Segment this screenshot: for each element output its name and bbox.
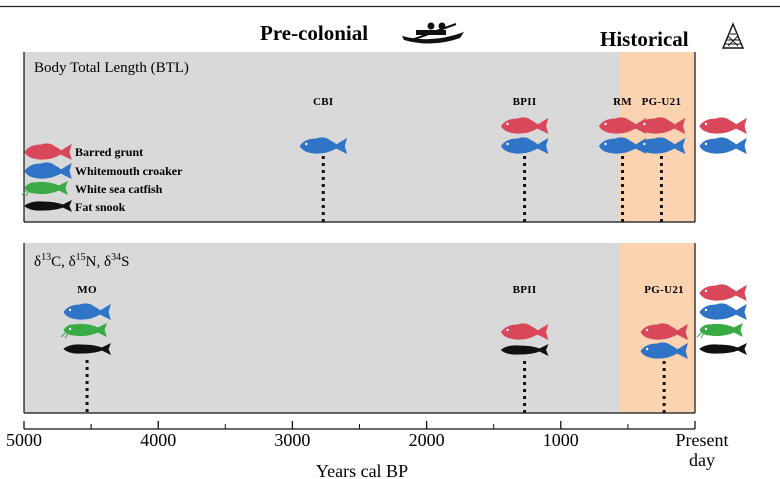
iso-site-present-barred-icon [700,285,746,300]
legend-barred-grunt-label: Barred grunt [75,145,143,159]
canoe-icon [402,23,464,44]
legend-white-sea-catfish-label: White sea catfish [75,182,163,196]
x-axis-title: Years cal BP [316,461,408,479]
btl-panel-background [24,52,695,222]
btl-site-rm-label: RM [613,96,632,108]
iso-site-pg-u21-label: PG-U21 [644,284,684,296]
btl-site-bpii-label: BPII [513,96,537,108]
historical-band-top [620,52,695,222]
x-tick-label-1000: 1000 [543,430,579,450]
x-tick-label-3000: 3000 [274,430,310,450]
legend-whitemouth-croaker-label: Whitemouth croaker [75,164,183,178]
btl-site-present-barred-icon [700,118,746,133]
net-bag-icon [723,24,743,48]
iso-site-present-snook-icon [700,344,746,354]
iso-site-mo-label: MO [77,284,97,296]
btl-site-present-marker [700,118,746,153]
x-tick-label-5000: 5000 [6,430,42,450]
iso-site-present-marker [697,285,746,354]
historical-heading: Historical [600,27,689,51]
legend-fat-snook-label: Fat snook [75,200,126,214]
btl-site-pg-u21-label: PG-U21 [642,96,682,108]
iso-site-present-catfish-icon [697,324,742,338]
btl-site-present-whitemouth-icon [700,138,746,153]
iso-site-bpii-label: BPII [513,284,537,296]
x-tick-label-2000: 2000 [409,430,445,450]
iso-site-present-whitemouth-icon [700,304,746,319]
btl-panel-title: Body Total Length (BTL) [34,60,189,76]
x-tick-label-present: Present [676,430,729,450]
x-axis: 5000 4000 3000 2000 1000 Present day Years c… [6,421,729,479]
x-axis-ticks: 5000 4000 3000 2000 1000 [6,421,628,450]
btl-site-cbi-label: CBI [313,96,333,108]
x-tick-label-4000: 4000 [140,430,176,450]
precolonial-heading: Pre-colonial [260,21,368,45]
x-tick-label-present-day: day [689,450,715,470]
